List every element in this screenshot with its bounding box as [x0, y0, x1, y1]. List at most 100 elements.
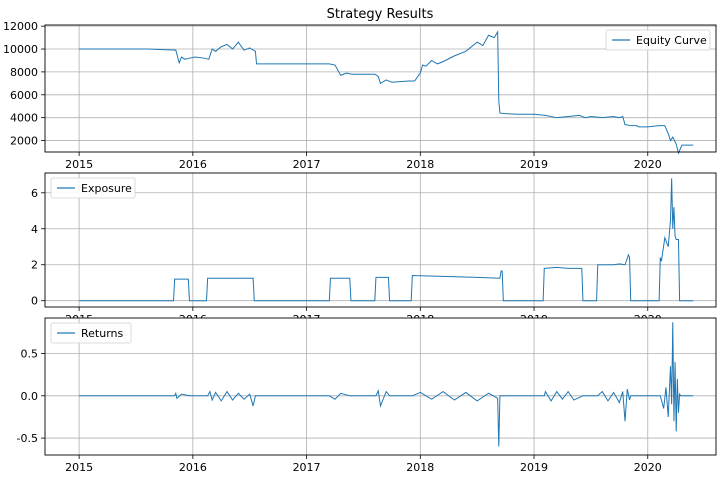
data-point: [244, 50, 245, 51]
data-point: [477, 42, 478, 43]
data-point: [454, 56, 455, 57]
x-tick-label: 2017: [293, 461, 321, 474]
data-point: [477, 277, 478, 278]
data-point: [238, 42, 239, 43]
data-point: [622, 116, 623, 117]
data-point: [505, 113, 506, 114]
data-point: [583, 396, 584, 397]
data-point: [503, 300, 504, 301]
data-point: [173, 300, 174, 301]
y-tick-label: 0.0: [21, 390, 39, 403]
data-point: [544, 268, 545, 269]
data-point: [422, 65, 423, 66]
data-point: [678, 153, 679, 154]
data-point: [672, 228, 673, 229]
data-point: [206, 300, 207, 301]
x-tick-label: 2020: [634, 461, 662, 474]
data-point: [185, 59, 186, 60]
chart-title: Strategy Results: [327, 7, 434, 22]
data-point: [414, 81, 415, 82]
data-point: [636, 125, 637, 126]
data-point: [477, 401, 478, 402]
x-tick-label: 2015: [65, 461, 93, 474]
data-point: [437, 64, 438, 65]
data-point: [426, 66, 427, 67]
data-point: [380, 406, 381, 407]
data-point: [177, 398, 178, 399]
x-tick-label: 2019: [520, 158, 548, 171]
legend-box: [50, 177, 136, 199]
plot-area: [45, 318, 716, 455]
x-tick-label: 2019: [520, 461, 548, 474]
axes-frame: [44, 317, 717, 456]
data-point: [431, 399, 432, 400]
data-point: [682, 145, 683, 146]
data-point: [363, 74, 364, 75]
series-line: [79, 178, 694, 302]
data-point: [672, 137, 673, 138]
data-point: [329, 396, 330, 397]
data-point: [244, 399, 245, 400]
data-point: [378, 76, 379, 77]
y-tick-label: 2000: [10, 135, 38, 148]
data-point: [545, 115, 546, 116]
data-point: [666, 387, 667, 388]
data-point: [497, 32, 498, 33]
data-point: [488, 393, 489, 394]
data-point: [189, 396, 190, 397]
data-point: [443, 61, 444, 62]
data-point: [543, 300, 544, 301]
data-point: [346, 73, 347, 74]
axes-frame: [44, 24, 717, 153]
data-point: [562, 399, 563, 400]
data-point: [411, 300, 412, 301]
y-tick-label: 0: [31, 295, 38, 308]
y-tick-label: 10000: [3, 43, 38, 56]
data-point: [678, 412, 679, 413]
data-point: [628, 255, 629, 256]
data-point: [420, 73, 421, 74]
data-point: [625, 264, 626, 265]
data-point: [232, 400, 233, 401]
axes-frame: [44, 172, 717, 308]
data-point: [670, 140, 671, 141]
data-point: [221, 401, 222, 402]
data-point: [613, 264, 614, 265]
data-point: [602, 117, 603, 118]
data-point: [619, 264, 620, 265]
data-point: [443, 391, 444, 392]
data-point: [675, 236, 676, 237]
data-point: [500, 396, 501, 397]
data-point: [409, 81, 410, 82]
data-point: [582, 268, 583, 269]
data-point: [674, 421, 675, 422]
y-tick-label: -0.5: [17, 432, 38, 445]
data-point: [625, 124, 626, 125]
legend-label: Equity Curve: [636, 34, 707, 47]
data-point: [175, 50, 176, 51]
data-point: [465, 51, 466, 52]
data-point: [412, 396, 413, 397]
data-point: [503, 396, 504, 397]
data-point: [647, 127, 648, 128]
data-point: [613, 116, 614, 117]
data-point: [215, 392, 216, 393]
data-point: [329, 64, 330, 65]
data-point: [619, 117, 620, 118]
x-tick-label: 2018: [406, 461, 434, 474]
data-point: [389, 300, 390, 301]
data-point: [687, 145, 688, 146]
data-point: [349, 278, 350, 279]
data-point: [208, 59, 209, 60]
data-point: [630, 125, 631, 126]
data-point: [352, 74, 353, 75]
data-point: [255, 51, 256, 52]
data-point: [210, 391, 211, 392]
data-point: [676, 431, 677, 432]
data-point: [671, 178, 672, 179]
data-point: [676, 144, 677, 145]
data-point: [659, 300, 660, 301]
data-point: [238, 393, 239, 394]
y-tick-label: 4000: [10, 112, 38, 125]
data-point: [498, 100, 499, 101]
